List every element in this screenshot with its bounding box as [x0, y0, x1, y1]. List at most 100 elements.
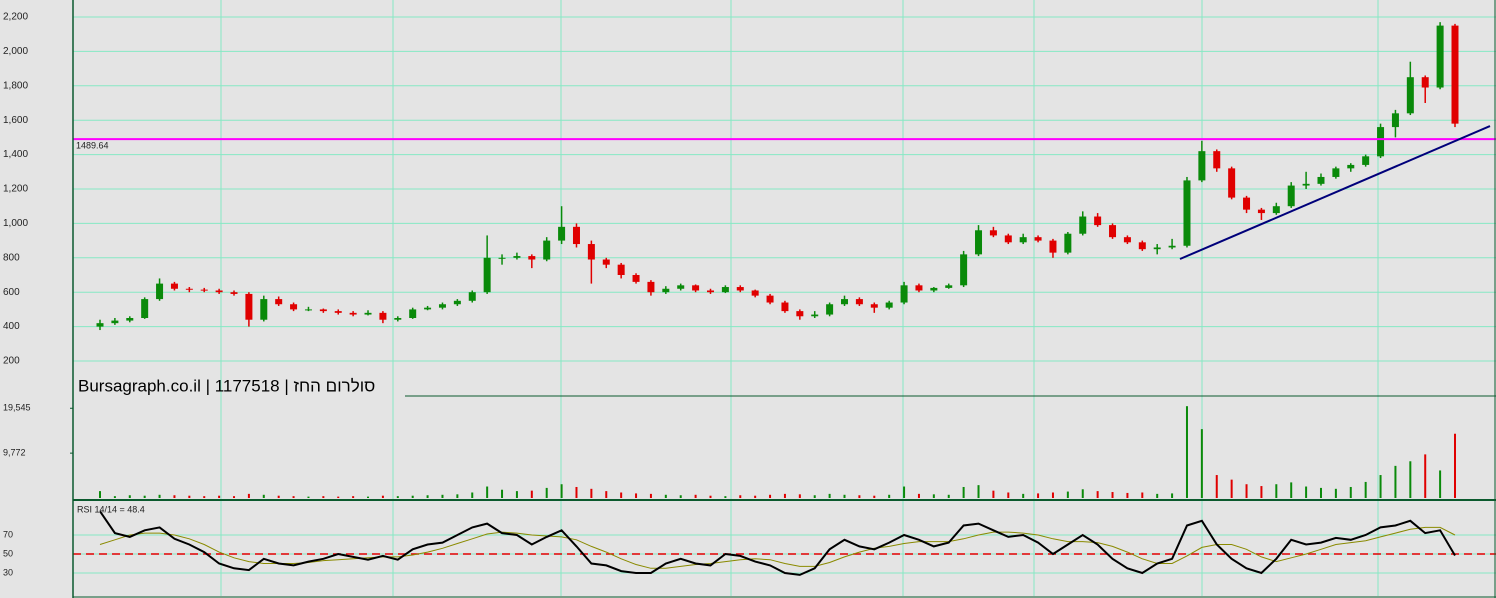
volume-bar — [605, 491, 608, 498]
candle-body — [766, 295, 774, 303]
candle-body — [677, 285, 685, 289]
candle-body — [1153, 247, 1161, 250]
volume-bar — [932, 494, 935, 498]
candle-body — [1287, 185, 1295, 207]
candle-body — [989, 230, 997, 236]
volume-bar — [962, 486, 965, 498]
volume-bar — [545, 487, 548, 498]
volume-bar — [1096, 491, 1099, 498]
volume-bar — [322, 496, 325, 498]
signal-line — [99, 526, 1456, 569]
candle-body — [587, 244, 595, 260]
volume-bar — [1349, 486, 1352, 498]
volume-bar — [1454, 433, 1456, 498]
volume-bar — [1156, 493, 1159, 498]
candle-body — [915, 285, 923, 291]
volume-bar — [441, 494, 444, 498]
candle-body — [96, 323, 104, 327]
candle-body — [647, 281, 655, 293]
candle-body — [1347, 164, 1355, 169]
candle-body — [513, 256, 521, 258]
candle-body — [141, 299, 149, 318]
y-tick-label: 70 — [3, 529, 13, 539]
candle-body — [319, 309, 327, 312]
candle-body — [811, 314, 819, 317]
y-tick-label: 200 — [3, 356, 20, 367]
candle-body — [438, 304, 446, 308]
y-tick-label: 1,400 — [3, 149, 28, 160]
candle-body — [662, 288, 670, 293]
candle-body — [1183, 180, 1191, 246]
level-label: 1489.64 — [76, 141, 109, 151]
candle-body — [275, 299, 283, 305]
y-tick-label: 50 — [3, 548, 13, 558]
candle-body — [1094, 216, 1102, 226]
candle-body — [1034, 237, 1042, 241]
volume-bar — [337, 496, 340, 498]
volume-bar — [1126, 492, 1129, 498]
candle-body — [736, 287, 744, 291]
candle-body — [721, 287, 729, 293]
volume-bar — [1334, 488, 1337, 498]
y-tick-label: 30 — [3, 567, 13, 577]
volume-bar — [143, 495, 146, 498]
candle-body — [1451, 25, 1459, 124]
volume-bar — [1379, 475, 1382, 498]
candle-body — [1362, 156, 1370, 165]
candle-body — [870, 304, 878, 308]
volume-bar — [679, 495, 682, 498]
volume-bar — [113, 496, 116, 498]
candle-body — [453, 300, 461, 305]
candle-body — [528, 256, 536, 260]
candle-body — [185, 288, 193, 290]
volume-bar — [262, 494, 265, 498]
candle-body — [960, 254, 968, 286]
volume-bar — [739, 495, 742, 498]
volume-bar — [724, 496, 727, 498]
volume-bar — [1215, 475, 1218, 498]
y-tick-label: 9,772 — [3, 448, 26, 458]
volume-bar — [828, 493, 831, 498]
volume-bar — [530, 490, 533, 498]
volume-bar — [501, 489, 504, 498]
candle-body — [841, 299, 849, 305]
volume-bar — [858, 495, 861, 498]
candle-body — [245, 293, 253, 320]
volume-bar — [203, 496, 206, 498]
volume-bar — [486, 486, 489, 498]
volume-bar — [381, 495, 384, 498]
candle-body — [200, 289, 208, 291]
chart-title: Bursagraph.co.il | 1177518 | סולרום החז — [78, 376, 375, 395]
volume-bar — [709, 495, 712, 498]
volume-bar — [1394, 465, 1397, 498]
candle-body — [1109, 225, 1117, 238]
candle-body — [260, 299, 268, 320]
volume-bar — [396, 496, 399, 498]
candle-body — [1123, 237, 1131, 243]
volume-bar — [813, 495, 816, 498]
candle-body — [1421, 77, 1429, 88]
candle-body — [543, 240, 551, 260]
candle-body — [1391, 113, 1399, 128]
candle-body — [1079, 216, 1087, 234]
volume-bar — [411, 495, 414, 498]
volume-bar — [1037, 493, 1040, 498]
volume-bar — [1364, 481, 1367, 498]
volume-bar — [1185, 406, 1188, 498]
candle-body — [617, 264, 625, 275]
y-tick-label: 2,200 — [3, 12, 28, 23]
volume-bar — [1260, 486, 1263, 498]
candle-body — [751, 290, 759, 296]
candle-body — [394, 318, 402, 320]
candle-body — [1332, 168, 1340, 177]
y-tick-label: 19,545 — [3, 403, 31, 413]
volume-bar — [1275, 484, 1278, 498]
candle-body — [1302, 183, 1310, 186]
y-tick-label: 1,000 — [3, 218, 28, 229]
volume-bar — [1439, 470, 1442, 498]
candle-body — [1004, 235, 1012, 243]
candle-body — [1272, 206, 1280, 214]
candle-body — [558, 226, 566, 241]
